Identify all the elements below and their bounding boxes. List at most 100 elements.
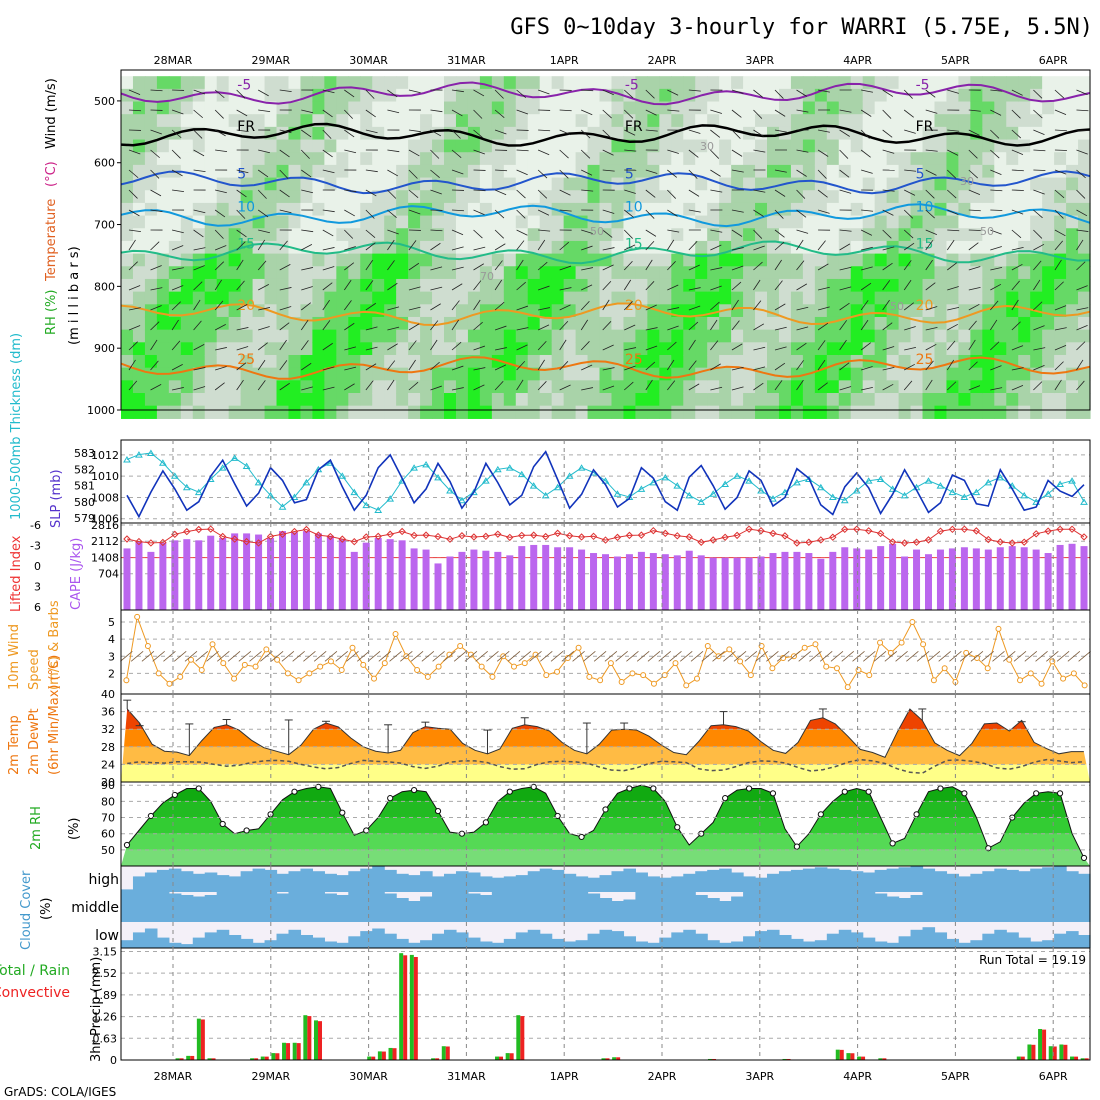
convective-bar	[392, 1048, 397, 1060]
wind-barb	[624, 209, 634, 218]
wind-barb	[451, 109, 463, 117]
rh-cell	[264, 88, 278, 103]
li-marker	[446, 535, 454, 543]
cloud-cell	[826, 868, 840, 892]
rh-cell	[180, 228, 194, 242]
convective-bar	[839, 1049, 844, 1060]
rh-cell	[731, 354, 744, 369]
wind-barb	[796, 209, 807, 218]
rh-cell	[312, 393, 325, 407]
rh-cell	[228, 253, 242, 267]
rh-cell	[790, 152, 804, 166]
rh-cell	[539, 228, 553, 242]
temp-line	[126, 708, 1084, 759]
wind-barb	[841, 650, 855, 662]
cloud-cell	[659, 877, 672, 892]
rh-cell	[850, 88, 864, 103]
rh-cell	[491, 291, 505, 305]
rh-cell	[479, 240, 493, 255]
wind-speed-marker	[414, 667, 421, 673]
wind-barb	[946, 239, 955, 251]
rh-cell	[444, 240, 457, 255]
rh-cell	[958, 190, 971, 204]
rh-cell	[659, 253, 672, 267]
wind-barb	[882, 129, 893, 138]
cape-bar	[314, 533, 322, 610]
rh-cell	[958, 114, 971, 128]
rh-cell	[862, 101, 876, 115]
rh-marker	[123, 841, 131, 849]
wind-barb	[701, 650, 715, 662]
wind-speed-marker	[521, 660, 528, 667]
rh-cell	[420, 202, 433, 217]
rain-bar	[1016, 1056, 1021, 1060]
wind-barb	[236, 346, 249, 351]
rh-cell	[623, 266, 637, 280]
rh-cell	[192, 380, 206, 394]
wind-barb	[873, 650, 887, 662]
rh-cell	[731, 190, 744, 204]
cloud-cell	[862, 892, 876, 922]
rain-bar	[399, 953, 404, 1060]
rh-cell	[420, 278, 433, 293]
wind-barb	[916, 650, 930, 662]
rh-cell	[539, 88, 553, 103]
wind-barb	[538, 129, 551, 132]
wind-barb	[257, 260, 267, 271]
rh-cell	[970, 139, 983, 153]
rh-cell	[1006, 393, 1019, 407]
rh-cell	[467, 266, 481, 280]
rh-cell	[539, 240, 553, 255]
rh-marker	[817, 811, 824, 818]
wind-barb	[516, 344, 528, 351]
rh-cell	[491, 152, 505, 166]
rh-cell	[599, 139, 613, 153]
rh-cell	[982, 164, 995, 179]
rh-cell	[216, 215, 230, 229]
rh-cell	[1006, 266, 1019, 280]
rh-cell	[623, 190, 637, 204]
rh-cell	[551, 190, 565, 204]
rh-cell	[707, 367, 720, 381]
wind-barb	[602, 229, 613, 238]
rh-cell	[659, 329, 672, 343]
cloud-cell	[838, 892, 852, 922]
wind-barb	[387, 260, 395, 271]
wind-barb	[882, 299, 890, 311]
rh-cell	[228, 393, 242, 407]
rh-cell	[647, 88, 660, 103]
wind-barb	[1076, 169, 1086, 179]
rh-cell	[838, 367, 852, 381]
rh-cell	[168, 342, 182, 356]
rh-cell	[432, 367, 445, 381]
rh-cell	[312, 126, 325, 141]
rh-cell	[121, 329, 134, 343]
rh-cell	[384, 253, 397, 267]
rh-cell	[743, 291, 756, 305]
cape-bar	[171, 540, 179, 610]
cloud-cell	[707, 869, 720, 892]
rh-cell	[910, 114, 924, 128]
wind-barb	[193, 149, 205, 157]
cloud-cell	[479, 895, 493, 922]
thickness-marker	[158, 459, 167, 466]
wind-barb	[215, 189, 227, 194]
rh-cell	[575, 114, 589, 128]
rh-cell	[384, 76, 397, 90]
isotherm-label: 10	[237, 199, 255, 215]
isotherm-line	[120, 203, 1091, 228]
wind-barb	[494, 364, 507, 371]
wind-barb	[624, 365, 636, 371]
rh-cell	[647, 278, 660, 293]
rh-cell	[719, 202, 732, 217]
rh-cell	[240, 405, 254, 419]
cloud-cell	[743, 876, 756, 892]
rh-cell	[216, 266, 230, 280]
wind-barb	[236, 259, 244, 271]
rh-cell	[539, 114, 553, 128]
rh-cell	[228, 152, 242, 166]
rh-cell	[515, 354, 529, 369]
wind-speed-marker	[166, 680, 173, 687]
rh-cell	[743, 114, 756, 128]
rh-cell	[348, 393, 361, 407]
